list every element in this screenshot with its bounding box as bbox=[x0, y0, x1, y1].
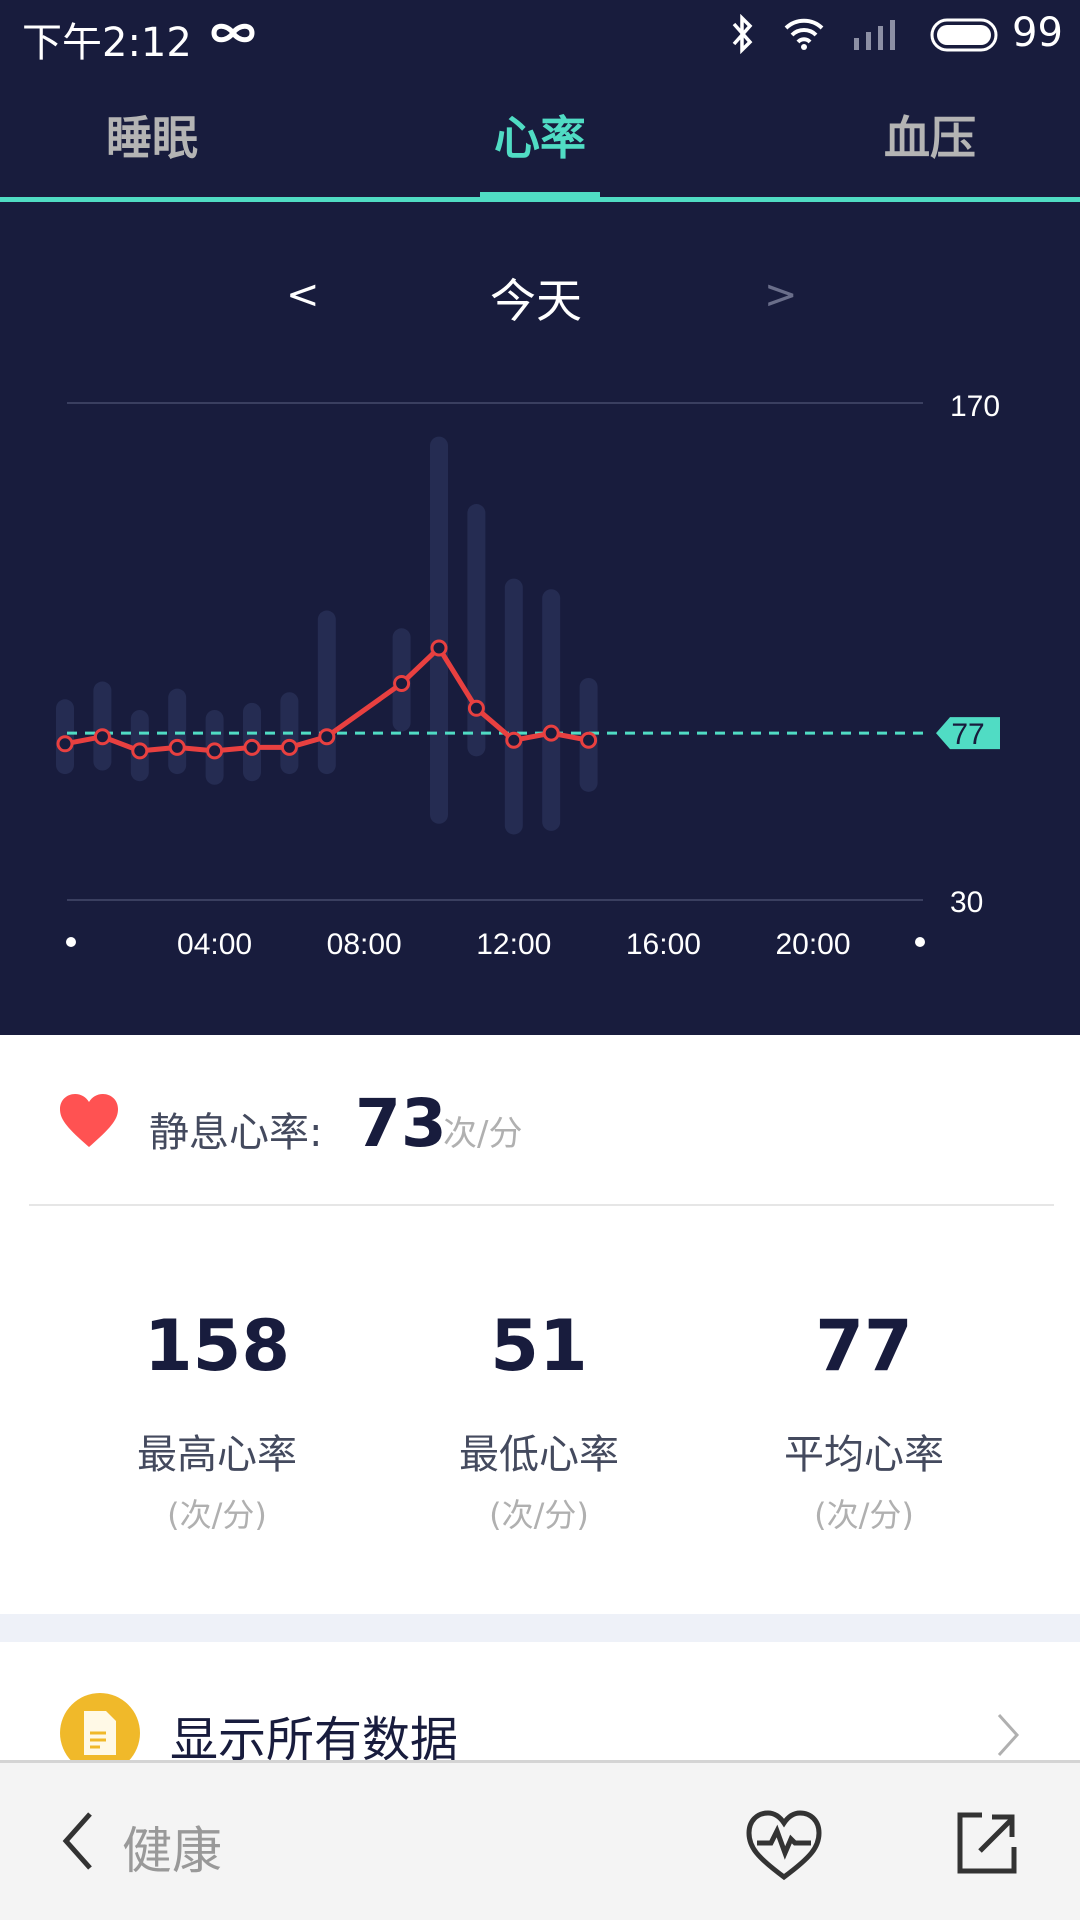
max-hr-value: 158 bbox=[143, 1305, 291, 1387]
section-separator bbox=[0, 1614, 1080, 1642]
infinity-icon bbox=[211, 23, 255, 43]
x-tick-label: 12:00 bbox=[476, 928, 551, 961]
heart-rate-point bbox=[243, 738, 261, 756]
heart-rate-point bbox=[580, 731, 598, 749]
x-axis-start-dot bbox=[66, 937, 76, 947]
heart-rate-point bbox=[131, 742, 149, 760]
battery-icon bbox=[930, 18, 998, 52]
prev-day-button[interactable]: < bbox=[286, 272, 320, 318]
heart-rate-point bbox=[505, 731, 523, 749]
bluetooth-icon bbox=[732, 14, 753, 54]
signal-icon bbox=[854, 20, 895, 50]
y-tick-max: 170 bbox=[950, 390, 1000, 423]
back-icon[interactable] bbox=[58, 1811, 98, 1871]
heart-rate-point bbox=[318, 728, 336, 746]
heart-rate-point bbox=[430, 639, 448, 657]
heart-rate-point bbox=[206, 742, 224, 760]
tab-sleep[interactable]: 睡眠 bbox=[106, 111, 198, 165]
chart-panel bbox=[0, 0, 1080, 1035]
bottom-bar: 健康 bbox=[0, 1760, 1080, 1920]
divider bbox=[29, 1204, 1054, 1206]
x-tick-label: 04:00 bbox=[177, 928, 252, 961]
heart-rate-chart: 170 30 77 04:00 08:00 12:00 16:00 20:00 bbox=[56, 390, 1000, 961]
resting-hr-value: 73 bbox=[355, 1085, 447, 1162]
wifi-icon bbox=[784, 18, 824, 50]
avg-hr-unit: (次/分) bbox=[814, 1496, 914, 1534]
tab-heart-rate[interactable]: 心率 bbox=[494, 111, 586, 165]
min-hr-unit: (次/分) bbox=[489, 1496, 589, 1534]
show-all-data-label: 显示所有数据 bbox=[170, 1712, 459, 1768]
battery-level: 99 bbox=[1012, 10, 1063, 56]
tab-blood-pressure[interactable]: 血压 bbox=[884, 111, 976, 165]
x-tick-label: 20:00 bbox=[775, 928, 850, 961]
average-value: 77 bbox=[951, 718, 984, 751]
heart-rate-point bbox=[393, 674, 411, 692]
x-tick-label: 16:00 bbox=[626, 928, 701, 961]
status-time: 下午2:12 bbox=[22, 20, 192, 66]
average-tag: 77 bbox=[936, 717, 1000, 751]
avg-hr-value: 77 bbox=[815, 1305, 913, 1387]
chevron-right-icon bbox=[997, 1713, 1020, 1757]
share-icon[interactable] bbox=[956, 1811, 1018, 1875]
next-day-button[interactable]: > bbox=[764, 272, 798, 318]
resting-hr-label: 静息心率: bbox=[149, 1110, 323, 1156]
heart-rate-point bbox=[467, 699, 485, 717]
max-hr-label: 最高心率 bbox=[137, 1432, 297, 1478]
y-tick-min: 30 bbox=[950, 886, 983, 919]
date-label: 今天 bbox=[490, 274, 582, 328]
heart-rate-point bbox=[168, 738, 186, 756]
min-hr-value: 51 bbox=[490, 1305, 588, 1387]
min-hr-label: 最低心率 bbox=[459, 1432, 619, 1478]
back-label[interactable]: 健康 bbox=[122, 1822, 222, 1880]
show-all-data-row[interactable]: 显示所有数据 bbox=[0, 1680, 1080, 1773]
avg-hr-label: 平均心率 bbox=[784, 1432, 944, 1478]
heart-rate-point bbox=[93, 728, 111, 746]
x-axis-end-dot bbox=[915, 937, 925, 947]
document-icon bbox=[60, 1693, 140, 1773]
resting-hr-unit: 次/分 bbox=[443, 1114, 523, 1154]
max-hr-unit: (次/分) bbox=[167, 1496, 267, 1534]
heart-rate-point bbox=[56, 735, 74, 753]
heart-rate-point bbox=[280, 738, 298, 756]
x-tick-label: 08:00 bbox=[327, 928, 402, 961]
active-tab-indicator bbox=[480, 192, 600, 200]
heart-icon bbox=[60, 1094, 118, 1147]
heart-pulse-icon[interactable] bbox=[745, 1809, 823, 1881]
heart-rate-point bbox=[542, 724, 560, 742]
